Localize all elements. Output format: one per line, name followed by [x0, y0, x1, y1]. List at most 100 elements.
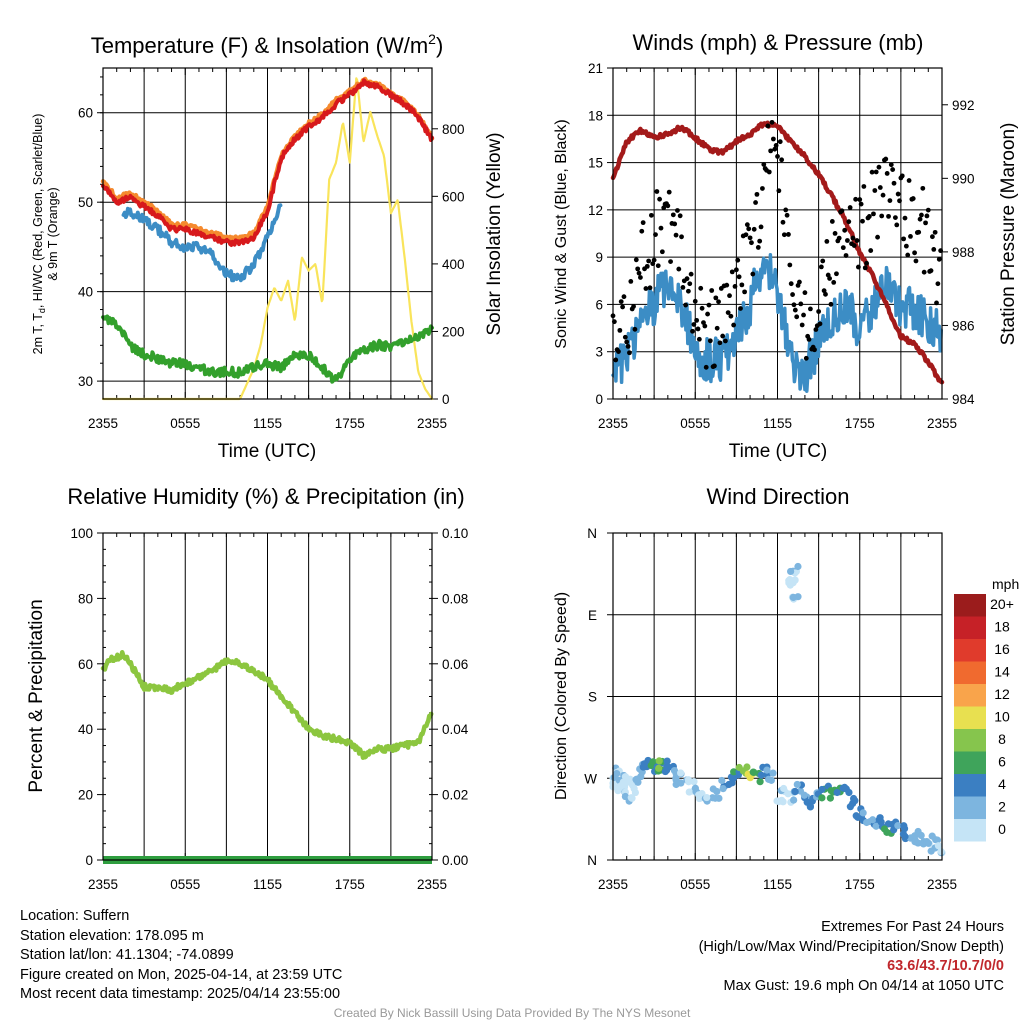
chart4-legend-label: 8 — [998, 731, 1006, 747]
chart2-frame — [612, 67, 943, 400]
chart2-gust-point — [647, 285, 653, 291]
chart3-series-relative-humidity — [100, 649, 434, 760]
chart2-gust-point — [925, 207, 931, 213]
chart2-gust-point — [924, 213, 930, 219]
chart4-direction-point — [677, 769, 685, 777]
chart2-gust-point — [747, 235, 753, 241]
chart1-title: Temperature (F) & Insolation (W/m2) — [91, 31, 444, 58]
chart2-gust-point — [777, 139, 783, 145]
chart2-gust-point — [706, 302, 712, 308]
chart1-xlabel: Time (UTC) — [218, 441, 317, 462]
station-elevation: Station elevation: 178.095 m — [20, 927, 204, 944]
chart1-y-tick-label-right: 800 — [442, 122, 465, 137]
chart2-gust-point — [828, 301, 834, 307]
chart4-legend-label: 14 — [994, 664, 1010, 680]
chart4-direction-point — [790, 796, 798, 804]
chart4-direction-point — [730, 768, 738, 776]
chart2-y-tick-label-left: 0 — [595, 392, 603, 407]
chart2-gust-point — [707, 338, 713, 344]
chart4-direction-point — [663, 757, 671, 765]
chart2-gust-point — [750, 271, 756, 277]
chart2-y-tick-label-left: 3 — [595, 345, 603, 360]
chart2-gust-point — [758, 224, 764, 230]
chart4-legend-label: 20+ — [990, 596, 1014, 612]
chart2-gust-point — [899, 173, 905, 179]
chart2-gust-point — [901, 236, 907, 242]
chart2-gust-point — [861, 184, 867, 189]
chart4-direction-point — [685, 778, 693, 786]
chart2-gust-point — [699, 305, 705, 311]
chart4-legend-swatch — [954, 774, 986, 797]
chart2-gust-point — [729, 269, 735, 275]
chart2-gust-point — [862, 265, 868, 271]
chart2-gust-point — [754, 191, 760, 197]
chart2-y-tick-label-right: 990 — [952, 171, 975, 186]
chart2-gust-point — [876, 164, 882, 170]
chart2-gust-point — [684, 276, 690, 282]
chart2-gust-point — [714, 325, 720, 331]
chart2-y-tick-label-left: 15 — [588, 156, 603, 171]
chart4-title: Wind Direction — [706, 484, 849, 509]
chart2-gust-point — [812, 347, 817, 353]
chart4-direction-point — [677, 779, 685, 787]
chart2-gust-point — [753, 200, 758, 205]
chart4-direction-point — [927, 847, 935, 855]
chart2-gust-point — [776, 188, 782, 194]
chart1-series-2m-t — [101, 78, 434, 247]
chart2-gust-point — [613, 357, 619, 363]
chart2-gust-point — [916, 229, 922, 235]
chart4-legend-label: 16 — [994, 641, 1010, 657]
chart2-gust-point — [779, 157, 785, 163]
chart4-y-tick-label: W — [584, 771, 597, 786]
chart2-gust-point — [801, 312, 806, 318]
chart4-direction-point — [649, 758, 657, 766]
chart4-direction-point — [800, 791, 808, 799]
chart2-gust-point — [617, 327, 623, 333]
chart2-gust-point — [749, 240, 754, 246]
chart2-gust-point — [705, 311, 710, 317]
chart2-gust-point — [766, 169, 772, 175]
chart4-direction-point — [818, 785, 826, 794]
chart4-direction-point — [621, 792, 629, 801]
chart2-gust-point — [743, 232, 749, 238]
chart4-direction-point — [718, 776, 726, 785]
chart2-gust-point — [765, 123, 771, 129]
chart2-gust-point — [624, 339, 630, 345]
chart2-gust-point — [869, 169, 875, 175]
chart2-gust-point — [780, 219, 786, 225]
chart2-gust-point — [746, 226, 752, 232]
chart1-x-tick-label: 2355 — [88, 416, 118, 431]
chart2-gust-point — [890, 167, 896, 172]
chart2-gust-point — [895, 191, 901, 197]
chart2-gust-point — [627, 350, 632, 356]
chart2-gust-point — [731, 322, 737, 328]
chart2-gust-point — [905, 252, 911, 258]
chart2-gust-point — [672, 221, 678, 227]
chart2-gust-point — [888, 162, 894, 168]
chart4-direction-point — [924, 839, 933, 847]
chart4-direction-point — [715, 794, 723, 802]
chart4-direction-point — [827, 786, 835, 795]
chart4-y-tick-label: S — [588, 690, 597, 705]
chart2-gust-point — [803, 355, 809, 361]
chart2-gust-point — [694, 317, 700, 323]
chart1-x-tick-label: 1755 — [335, 416, 365, 431]
chart2-gust-point — [751, 226, 757, 232]
chart4-legend-swatch — [954, 751, 986, 774]
chart1-y-tick-label-right: 600 — [442, 189, 465, 204]
chart1-x-tick-label: 1155 — [253, 416, 282, 431]
chart2-gust-point — [866, 214, 872, 219]
chart4-direction-point — [791, 787, 799, 796]
chart4-direction-point — [767, 776, 775, 784]
chart2-y-tick-label-left: 12 — [588, 203, 603, 218]
chart2-gust-point — [665, 203, 671, 209]
chart2-xlabel: Time (UTC) — [729, 441, 828, 462]
chart2-gust-point — [769, 119, 775, 125]
chart4-direction-point — [833, 788, 841, 797]
chart3-ylabel-left: Percent & Precipitation — [26, 599, 47, 792]
chart2-gust-point — [935, 281, 941, 287]
chart2-gust-point — [879, 213, 885, 219]
chart2-gust-point — [787, 262, 793, 268]
chart2-gust-point — [675, 208, 680, 213]
chart2-gust-point — [880, 192, 886, 198]
